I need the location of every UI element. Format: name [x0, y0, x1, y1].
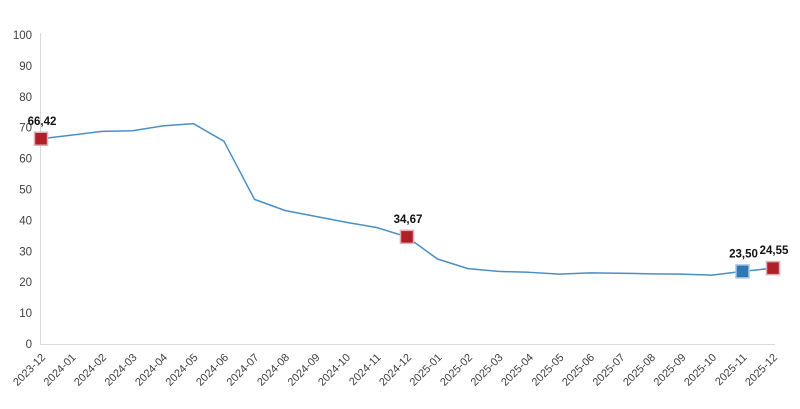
marker-2025-11: [735, 264, 750, 279]
x-axis-tick-label: 2025-01: [408, 352, 445, 389]
y-axis-tick-label: 40: [19, 215, 32, 227]
x-axis-tick-label: 2025-09: [652, 352, 689, 389]
y-axis-tick-label: 70: [19, 123, 32, 135]
x-axis-tick-label: 2024-10: [316, 352, 353, 389]
data-label-2023-12: 66,42: [28, 116, 57, 128]
x-axis-tick-label: 2023-12: [11, 352, 48, 389]
x-axis-tick-label: 2024-04: [133, 352, 170, 389]
x-axis-tick-label: 2024-01: [42, 352, 79, 389]
x-axis-tick-label: 2025-05: [530, 352, 567, 389]
x-axis-tick-label: 2025-03: [469, 352, 506, 389]
series-line: [40, 122, 774, 276]
y-axis-tick-label: 10: [19, 308, 32, 320]
data-label-2024-12: 34,67: [394, 214, 423, 226]
x-axis-tick-label: 2024-02: [72, 352, 109, 389]
x-axis-tick-label: 2025-10: [682, 352, 719, 389]
y-axis-tick-label: 80: [19, 92, 32, 104]
y-axis-tick-label: 0: [26, 339, 32, 351]
marker-2023-12: [33, 131, 49, 147]
x-axis-tick-label: 2024-09: [286, 352, 323, 389]
y-axis-tick-label: 100: [13, 30, 32, 42]
x-axis-tick-label: 2025-08: [621, 352, 658, 389]
data-label-2025-12: 24,55: [760, 245, 789, 257]
data-label-2025-11: 23,50: [729, 248, 758, 260]
marker-2024-12: [399, 229, 415, 245]
x-axis-tick-label: 2025-07: [591, 352, 628, 389]
marker-2025-12: [765, 260, 781, 276]
x-axis-tick-label: 2024-07: [225, 352, 262, 389]
x-axis-tick-label: 2024-12: [377, 352, 414, 389]
y-axis-tick-label: 50: [19, 185, 32, 197]
x-axis-tick-label: 2024-08: [255, 352, 292, 389]
y-axis-tick-label: 60: [19, 154, 32, 166]
y-axis-tick-label: 90: [19, 61, 32, 73]
y-axis-tick-label: 20: [19, 277, 32, 289]
y-axis-tick-label: 30: [19, 246, 32, 258]
x-axis-tick-label: 2025-02: [438, 352, 475, 389]
x-axis-tick-label: 2024-06: [194, 352, 231, 389]
x-axis-tick-label: 2024-05: [164, 352, 201, 389]
x-axis-tick-label: 2025-06: [560, 352, 597, 389]
x-axis-tick-label: 2025-04: [499, 352, 536, 389]
x-axis-tick-label: 2025-12: [743, 352, 780, 389]
x-axis-tick-label: 2024-03: [103, 352, 140, 389]
